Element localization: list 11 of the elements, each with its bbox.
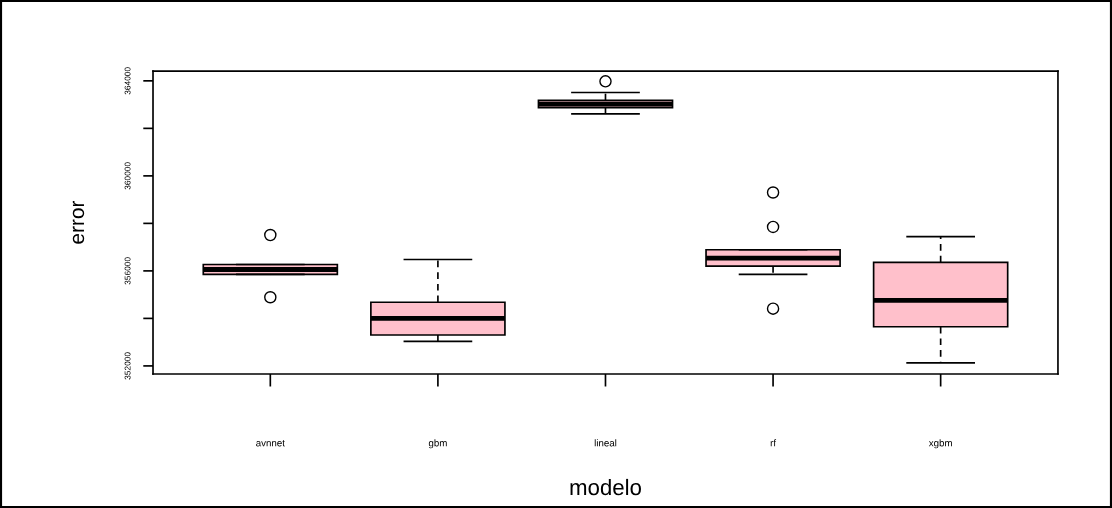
x-tick-label: rf: [770, 439, 777, 447]
x-tick-label: avnnet: [256, 440, 285, 447]
y-tick-label: 356000: [124, 257, 131, 285]
y-axis-title: error: [72, 200, 85, 244]
x-tick-label: gbm: [428, 439, 447, 449]
y-tick-label: 360000: [124, 162, 131, 190]
x-tick-label: lineal: [594, 439, 617, 447]
x-tick-label: xgbm: [928, 439, 952, 449]
y-tick-label: 364000: [124, 67, 131, 95]
x-axis-title: modelo: [570, 478, 641, 496]
y-tick-label: 352000: [124, 352, 131, 380]
